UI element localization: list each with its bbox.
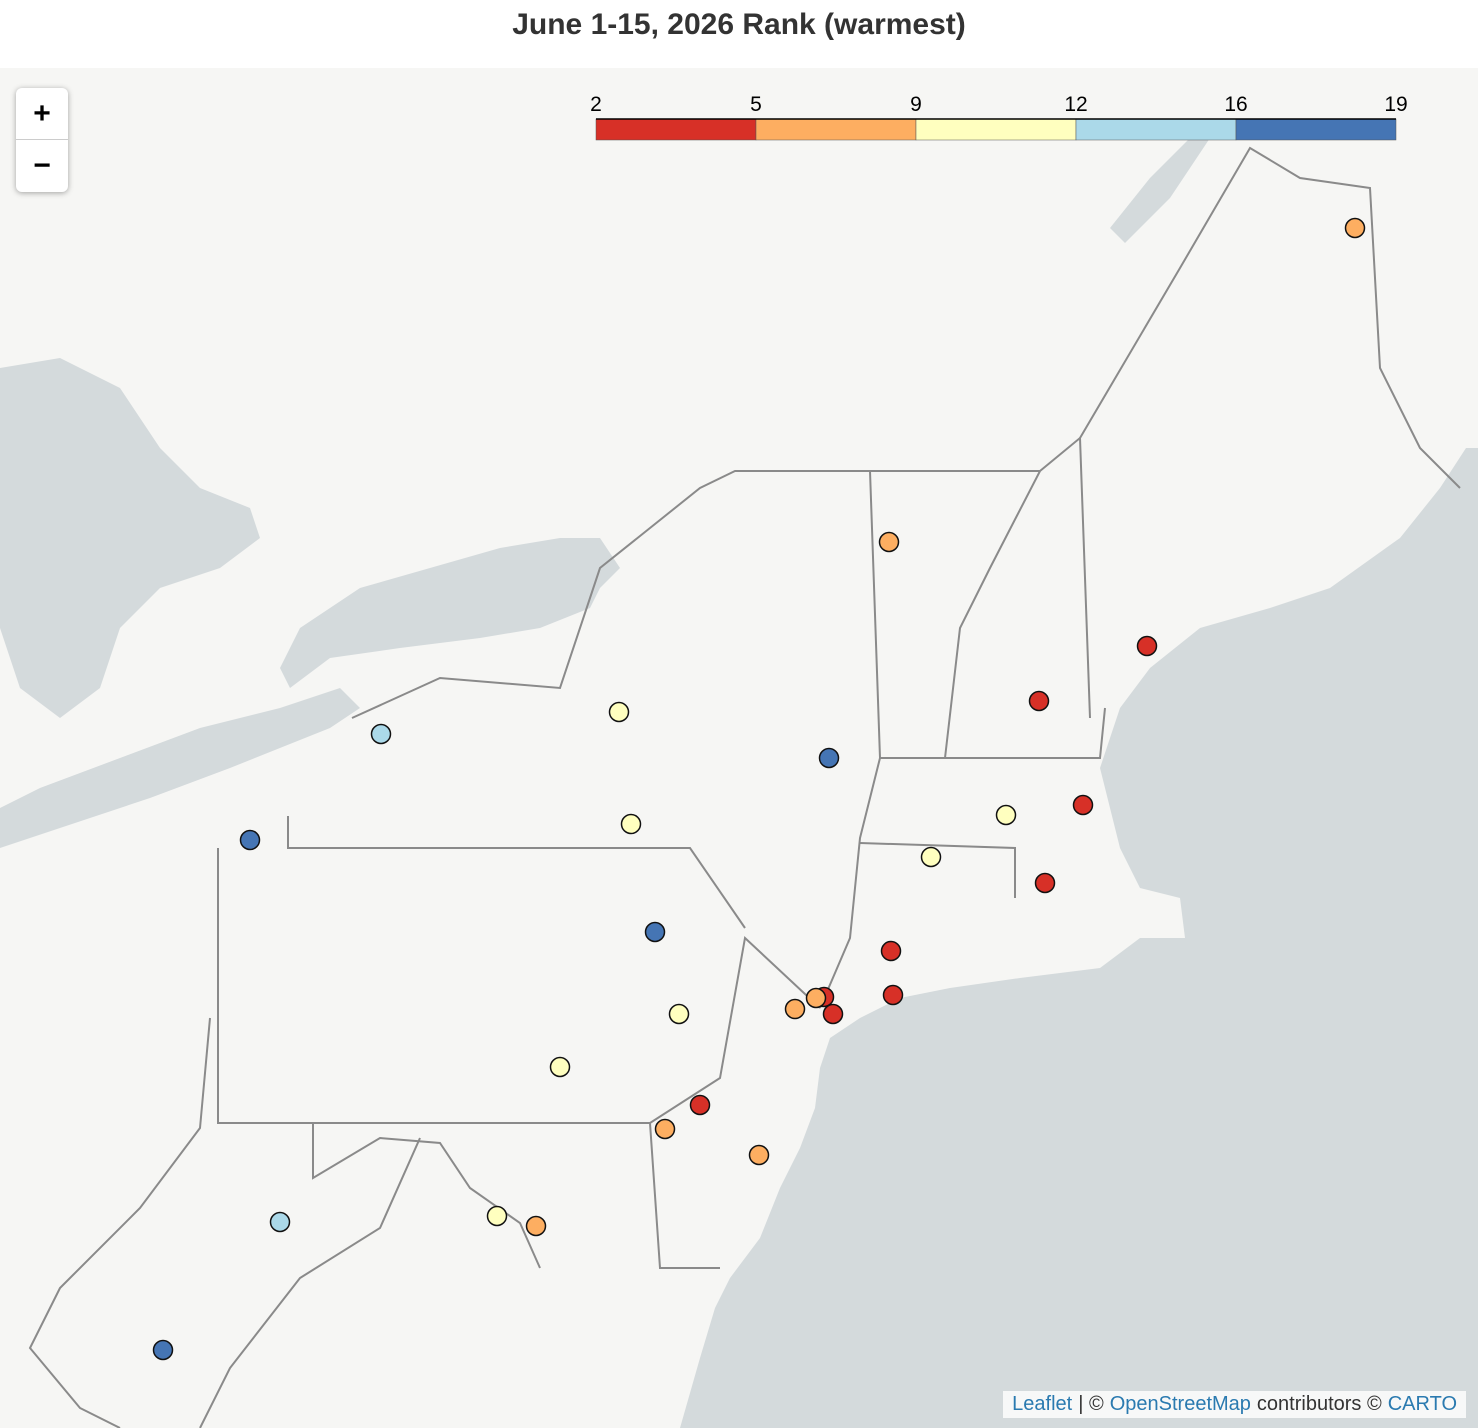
station[interactable] — [748, 1144, 770, 1166]
station[interactable] — [1072, 794, 1094, 816]
station[interactable] — [882, 984, 904, 1006]
map: 2 5 9 12 16 19 — [0, 68, 1478, 1428]
station[interactable] — [822, 1003, 844, 1025]
zoom-control: + − — [16, 88, 68, 192]
border — [312, 1123, 541, 1269]
station[interactable] — [1028, 690, 1050, 712]
station[interactable] — [654, 1118, 676, 1140]
station[interactable] — [608, 701, 630, 723]
title: June 1-15, 2026 Rank (warmest) — [512, 8, 966, 41]
border — [287, 816, 746, 929]
legend-tick: 12 — [1064, 93, 1087, 116]
zoom-out[interactable]: − — [33, 149, 51, 182]
station[interactable] — [1034, 872, 1056, 894]
station[interactable] — [805, 987, 827, 1009]
station[interactable] — [689, 1094, 711, 1116]
border — [199, 1137, 421, 1428]
station[interactable] — [878, 531, 900, 553]
border — [351, 470, 1040, 719]
attribution: Leaflet | © OpenStreetMap contributors © CAR… — [1003, 1391, 1466, 1418]
border — [217, 848, 821, 1124]
legend-tick: 5 — [750, 93, 762, 116]
lake-erie — [0, 688, 360, 848]
station[interactable] — [152, 1339, 174, 1361]
link[interactable]: CARTO — [1387, 1393, 1457, 1415]
legend-tick: 9 — [910, 93, 922, 116]
text: contributors © — [1256, 1393, 1382, 1415]
border — [1079, 146, 1461, 489]
text: | © — [1078, 1393, 1104, 1415]
station[interactable] — [920, 846, 942, 868]
link[interactable]: OpenStreetMap — [1109, 1393, 1251, 1415]
zoom-in[interactable]: + — [16, 88, 68, 140]
station[interactable] — [1136, 635, 1158, 657]
station[interactable] — [370, 723, 392, 745]
border — [880, 707, 1106, 759]
border — [28, 1017, 211, 1428]
ocean — [680, 448, 1478, 1428]
station[interactable] — [644, 921, 666, 943]
station[interactable] — [620, 813, 642, 835]
station[interactable] — [818, 747, 840, 769]
legend-segment — [1235, 118, 1397, 141]
legend-segment — [595, 118, 757, 141]
border — [859, 842, 1016, 898]
station[interactable] — [784, 998, 806, 1020]
state-borders — [28, 146, 1461, 1428]
legend-tick: 16 — [1224, 93, 1247, 116]
station[interactable] — [269, 1211, 291, 1233]
legend-tick: 19 — [1384, 93, 1407, 116]
station[interactable] — [486, 1205, 508, 1227]
station[interactable] — [525, 1215, 547, 1237]
station[interactable] — [668, 1003, 690, 1025]
legend-tick: 2 — [590, 93, 602, 116]
legend-segment — [1075, 118, 1237, 141]
station[interactable] — [549, 1056, 571, 1078]
lake-huron — [0, 358, 260, 718]
station[interactable] — [1344, 217, 1366, 239]
station[interactable] — [995, 804, 1017, 826]
station[interactable] — [880, 940, 902, 962]
lake-ontario — [280, 538, 620, 688]
legend-segment — [755, 118, 917, 141]
station[interactable] — [239, 829, 261, 851]
lake-champlain — [1110, 128, 1210, 243]
link[interactable]: Leaflet — [1012, 1393, 1073, 1415]
border — [649, 1122, 720, 1269]
legend-segment — [915, 118, 1077, 141]
border — [944, 435, 1091, 759]
border — [819, 470, 882, 1009]
